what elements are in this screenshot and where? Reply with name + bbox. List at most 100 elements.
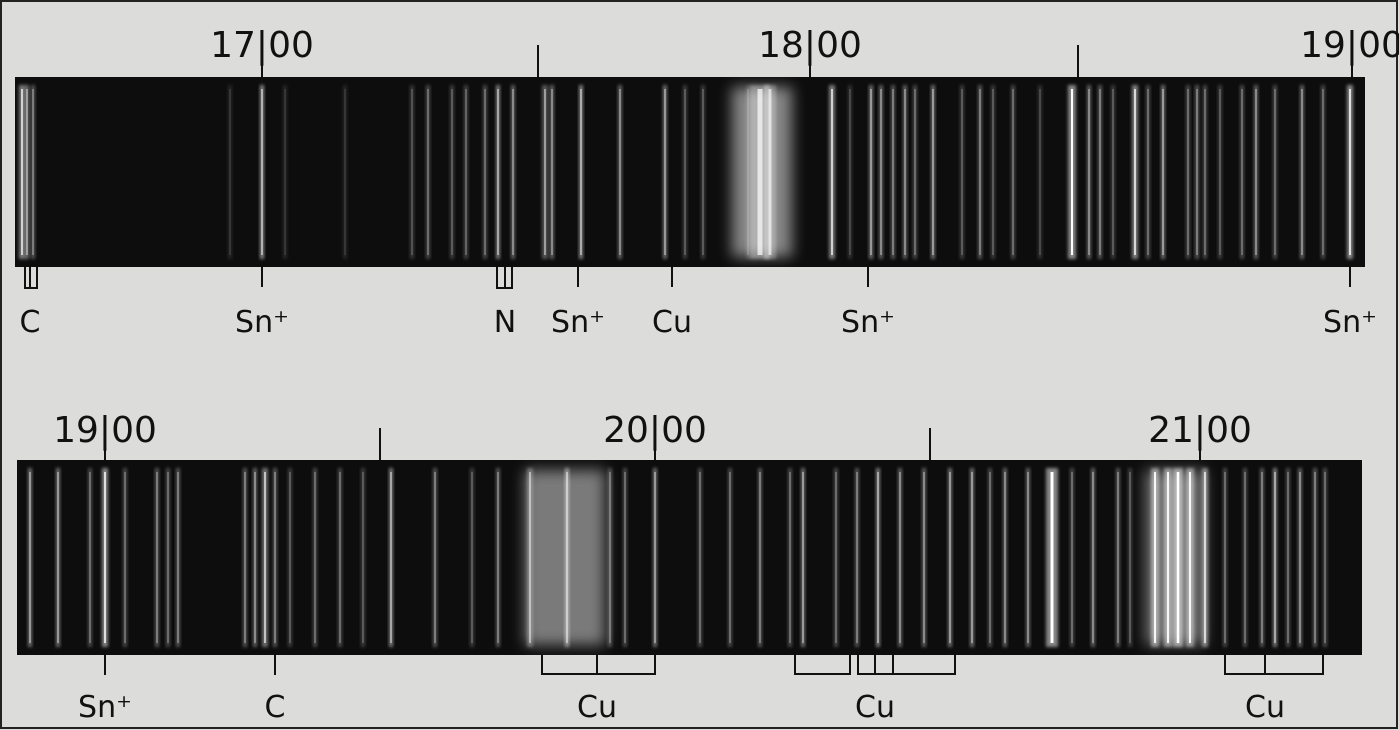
spectral-line: [1071, 89, 1073, 255]
spectrum-panel-1: [15, 77, 1365, 267]
spectral-line: [1027, 472, 1029, 643]
spectral-lines-1: [19, 85, 1353, 259]
spectral-line: [411, 89, 413, 255]
spectral-line: [1324, 472, 1326, 643]
spectral-line-glow: [746, 85, 750, 259]
spectral-line: [1162, 89, 1164, 255]
spectral-line: [427, 89, 429, 255]
spectral-line: [32, 89, 34, 255]
spectral-line: [254, 472, 256, 643]
spectral-line: [870, 89, 872, 255]
spectral-line: [1299, 472, 1301, 643]
spectral-line: [1012, 89, 1014, 255]
spectral-line: [177, 472, 179, 643]
bracket: [496, 267, 513, 289]
spectral-line: [566, 472, 568, 643]
spectrum-panel-2: [17, 460, 1362, 655]
spectral-line: [1187, 89, 1189, 255]
line-label: Cu: [577, 690, 617, 725]
scale-label: 20|00: [603, 410, 707, 451]
spectral-line-glow: [1111, 85, 1115, 259]
spectral-line: [1039, 89, 1041, 255]
spectral-line-glow: [960, 85, 964, 259]
spectral-line: [802, 472, 804, 643]
spectral-line: [835, 472, 837, 643]
spectral-line: [551, 89, 553, 255]
spectral-line: [156, 472, 158, 643]
spectral-line: [664, 89, 666, 255]
spectral-line: [465, 89, 467, 255]
spectral-line: [702, 89, 704, 255]
spectral-line: [1129, 472, 1131, 643]
spectral-line: [1189, 472, 1191, 643]
spectral-line: [624, 472, 626, 643]
spectral-line: [544, 89, 546, 255]
spectral-line: [1274, 89, 1276, 255]
spectral-line: [497, 472, 499, 643]
spectral-line: [580, 89, 582, 255]
line-label: Cu: [652, 305, 692, 340]
line-label: Sn⁺: [1323, 305, 1377, 340]
spectral-line: [1112, 89, 1114, 255]
spectral-line-glow: [450, 85, 454, 259]
spectral-line: [344, 89, 346, 255]
spectral-line: [497, 89, 499, 255]
spectral-line: [512, 89, 514, 255]
spectral-line: [768, 89, 772, 255]
spectral-line: [471, 472, 473, 643]
scale-label: 19|00: [53, 410, 157, 451]
spectral-line: [1117, 472, 1119, 643]
spectral-line: [314, 472, 316, 643]
spectral-line: [1176, 472, 1180, 643]
spectral-line: [264, 472, 266, 643]
spectral-line: [21, 89, 23, 255]
spectral-line: [747, 89, 749, 255]
scale-label: 18|00: [758, 25, 862, 66]
spectral-line: [529, 472, 531, 643]
spectral-line: [961, 89, 963, 255]
spectral-line: [699, 472, 701, 643]
spectral-line: [484, 89, 486, 255]
spectral-line-glow: [1218, 85, 1222, 259]
spectral-line: [1196, 89, 1198, 255]
spectral-line-glow: [848, 85, 852, 259]
spectral-line: [877, 472, 879, 643]
spectral-line-glow: [470, 468, 474, 647]
line-label: Sn⁺: [551, 305, 605, 340]
spectral-line: [932, 89, 934, 255]
spectral-line: [1099, 89, 1101, 255]
line-label: Sn⁺: [78, 690, 132, 725]
spectral-line: [1274, 472, 1276, 643]
spectral-line: [339, 472, 341, 643]
spectral-line: [434, 472, 436, 643]
spectral-line-glow: [1038, 85, 1042, 259]
spectral-line: [949, 472, 951, 643]
spectral-line: [923, 472, 925, 643]
spectral-line: [989, 472, 991, 643]
bracket: [857, 655, 956, 675]
spectral-line: [1204, 89, 1206, 255]
spectral-line-glow: [1128, 468, 1132, 647]
spectral-line: [904, 89, 906, 255]
spectral-line: [1219, 89, 1221, 255]
line-label: Cu: [1245, 690, 1285, 725]
spectral-line: [1241, 89, 1243, 255]
spectral-line: [1244, 472, 1246, 643]
line-label: Sn⁺: [235, 305, 289, 340]
spectral-line: [1004, 472, 1006, 643]
spectral-line: [57, 472, 59, 643]
spectral-line: [390, 472, 392, 643]
spectral-lines-2: [28, 468, 1327, 647]
line-label: C: [20, 305, 41, 340]
spectral-line: [684, 89, 686, 255]
spectral-line: [289, 472, 291, 643]
spectral-line: [1255, 89, 1257, 255]
spectral-line: [1088, 89, 1090, 255]
scale-label: 17|00: [210, 25, 314, 66]
spectral-line: [619, 89, 621, 255]
spectral-line: [899, 472, 901, 643]
spectral-line: [362, 472, 364, 643]
spectral-line: [1092, 472, 1094, 643]
